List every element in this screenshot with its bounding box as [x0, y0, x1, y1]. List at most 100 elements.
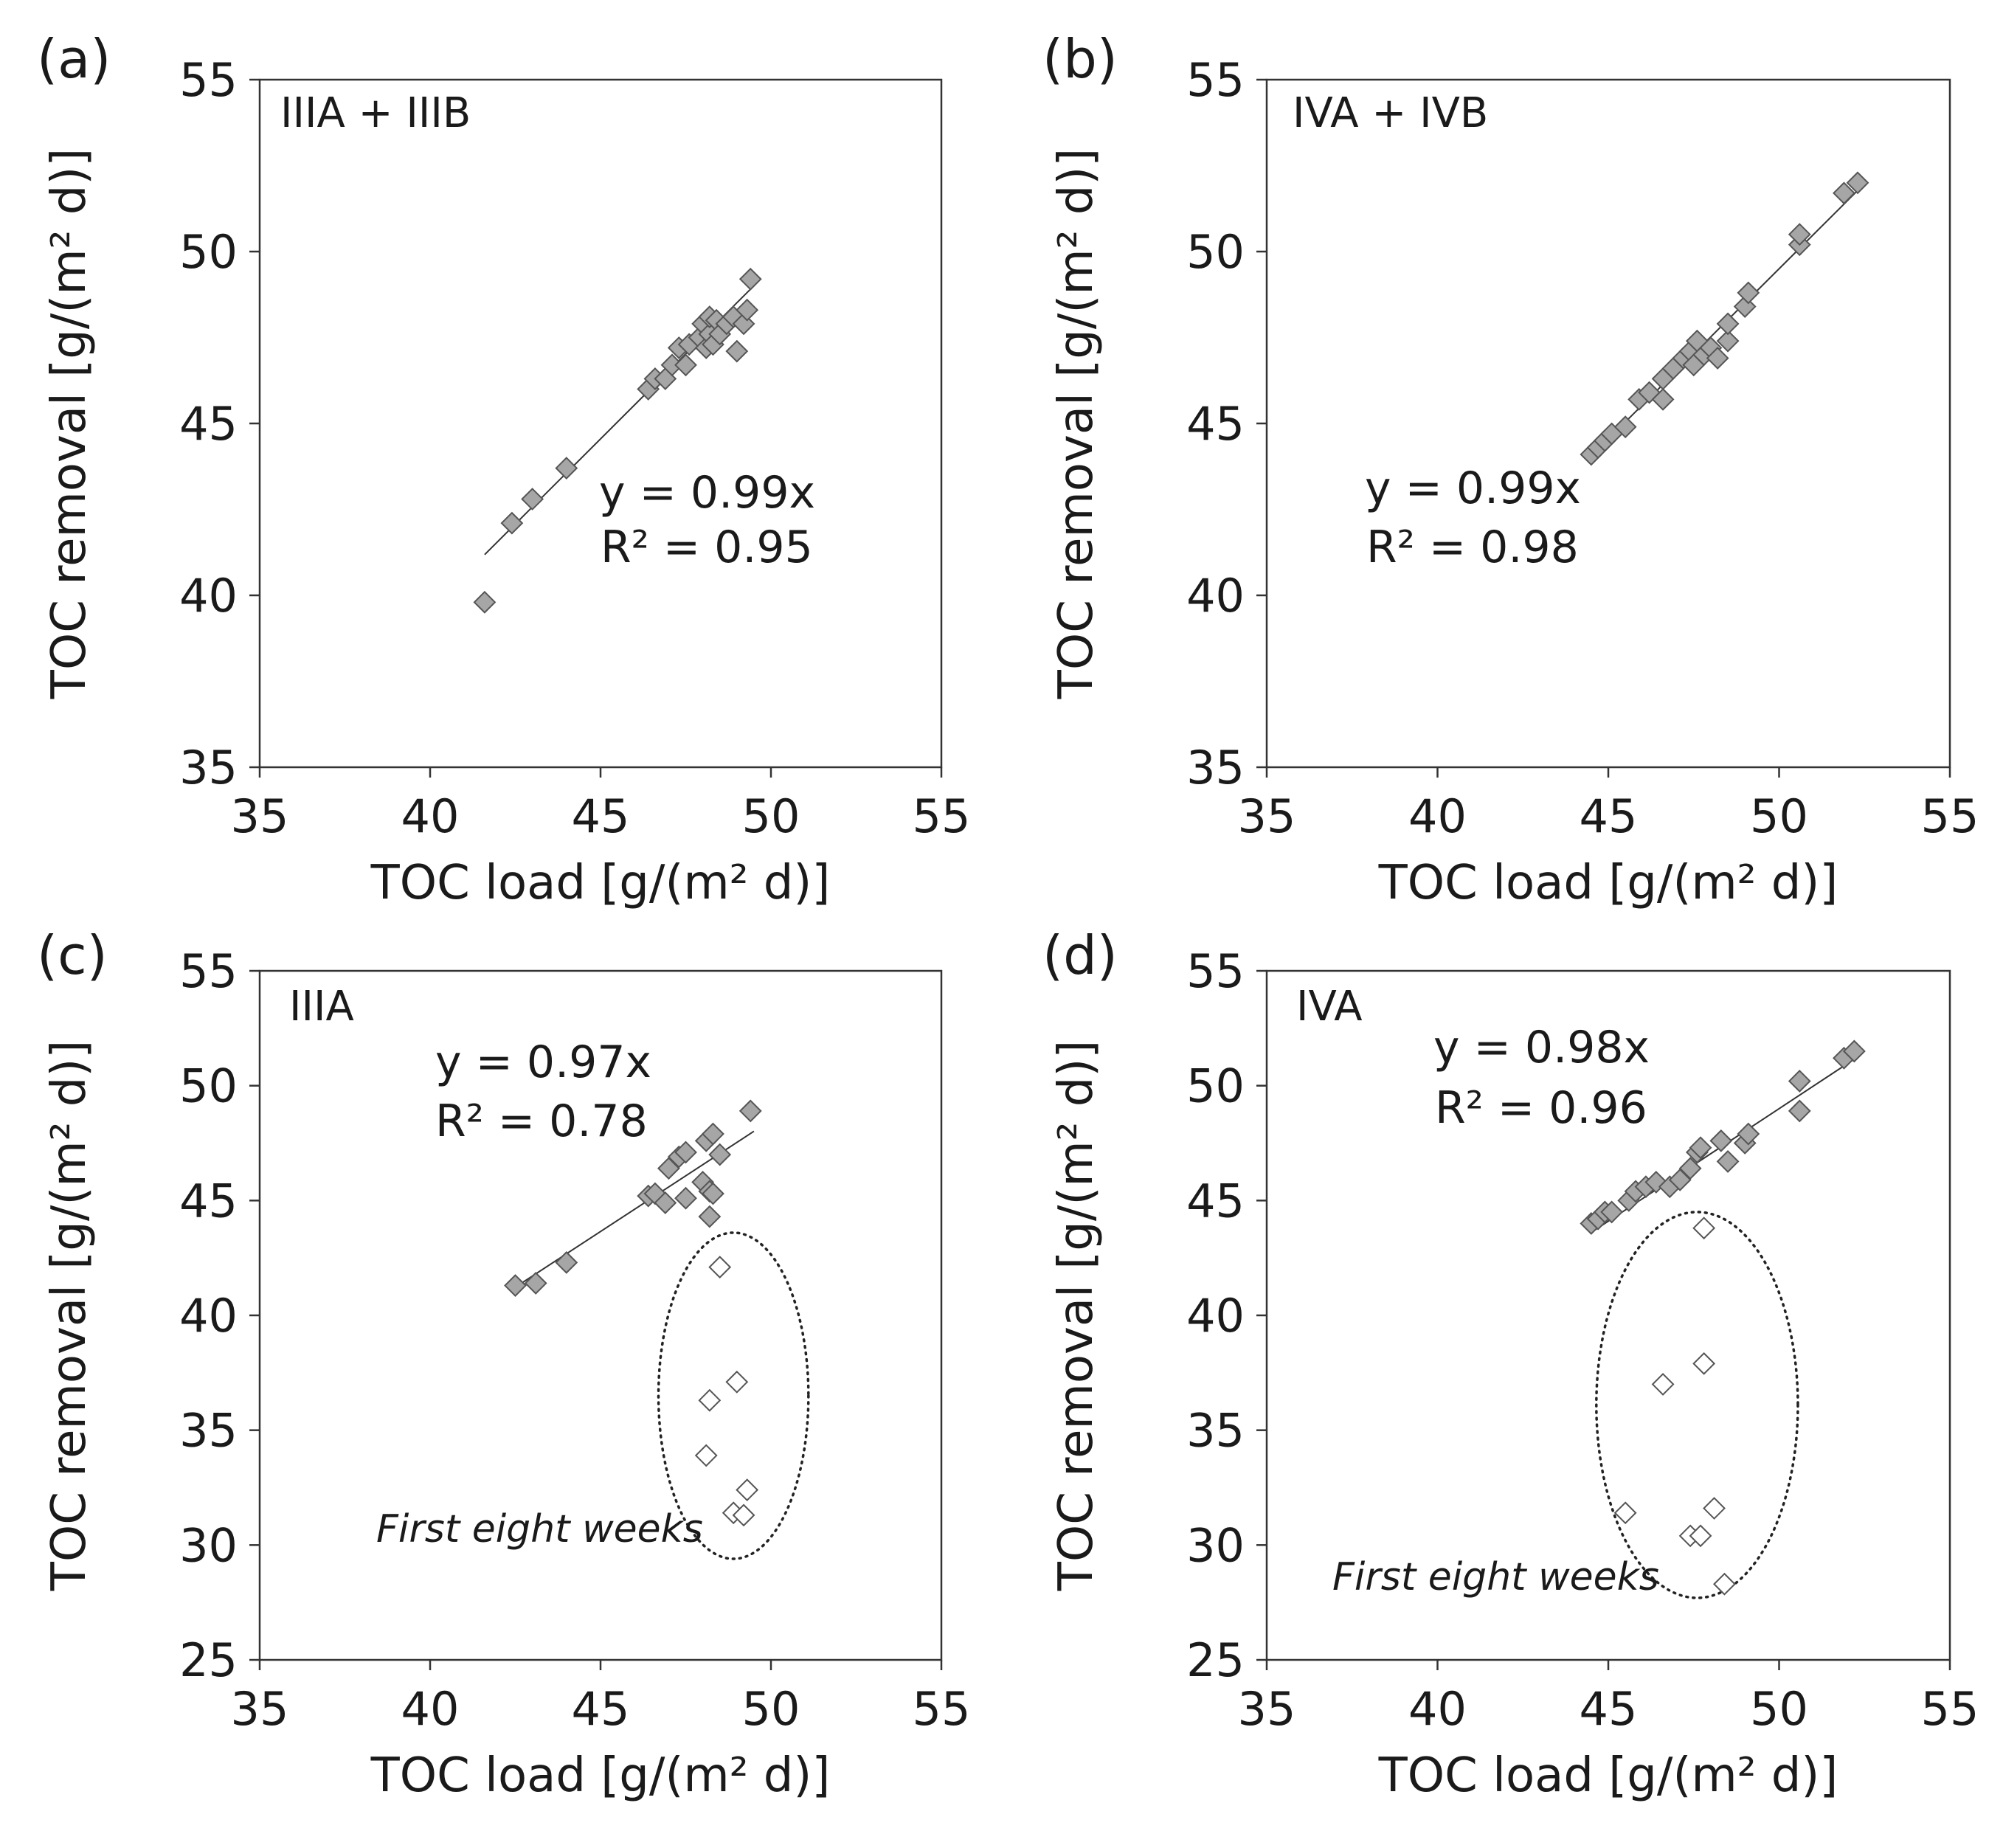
first-eight-weeks-point: [1692, 1217, 1716, 1240]
group-label: IIIA + IIIB: [280, 89, 471, 137]
first-eight-weeks-point: [736, 1478, 759, 1502]
panel-b: 35 40 45 50 55 35 40 45 50 55 TOC load [g/(m² d)] T…: [1042, 28, 1979, 910]
first-eight-weeks-point: [1703, 1497, 1726, 1520]
y-tick-label: 55: [179, 53, 238, 107]
data-point: [1716, 1149, 1740, 1173]
data-point: [500, 511, 524, 535]
data-point: [702, 1182, 724, 1205]
data-point: [657, 1157, 680, 1180]
data-point: [1678, 1157, 1702, 1180]
data-point: [1689, 1136, 1712, 1160]
data-point: [738, 267, 762, 291]
panel-a: 35 40 45 50 55 35 40 45 50 55 TOC load [g/(m² d)] T…: [37, 28, 970, 910]
data-point: [1706, 347, 1729, 370]
x-axis-label: TOC load [g/(m² d)]: [1378, 856, 1838, 910]
panel-letter: (c): [37, 924, 108, 986]
data-point: [473, 590, 497, 614]
y-tick-label: 45: [179, 397, 238, 451]
x-axis-label: TOC load [g/(m² d)]: [370, 856, 831, 910]
data-point: [555, 457, 578, 480]
x-tick-label: 50: [742, 1682, 800, 1736]
regression-equation: y = 0.97x: [435, 1037, 651, 1088]
panel-letter: (a): [37, 28, 111, 90]
first-eight-weeks-point: [1692, 1352, 1716, 1375]
annotation-label: First eight weeks: [376, 1507, 703, 1551]
data-point: [555, 1250, 578, 1274]
x-tick-label: 50: [1750, 1682, 1808, 1736]
y-tick-label: 50: [179, 225, 238, 279]
y-tick-label: 45: [179, 1174, 238, 1228]
regression-equation: y = 0.98x: [1433, 1022, 1650, 1073]
data-point: [1716, 312, 1740, 336]
y-axis-label: TOC removal [g/(m² d)]: [42, 148, 97, 700]
data-point: [674, 1141, 697, 1164]
x-tick-label: 45: [1580, 789, 1638, 843]
annotation-label: First eight weeks: [1332, 1555, 1659, 1599]
data-point: [1737, 281, 1760, 305]
data-point: [674, 1186, 697, 1210]
y-tick-label: 50: [179, 1059, 238, 1113]
data-point: [1716, 329, 1740, 353]
y-tick-label: 50: [1186, 1059, 1245, 1113]
x-axis-label: TOC load [g/(m² d)]: [1378, 1748, 1838, 1803]
y-tick-label: 50: [1186, 225, 1245, 279]
y-tick-label: 45: [1186, 397, 1245, 451]
y-tick-label: 45: [1186, 1174, 1245, 1228]
data-point: [1788, 1070, 1811, 1093]
panel-letter: (b): [1042, 28, 1118, 90]
data-point: [708, 1143, 732, 1166]
x-tick-label: 45: [572, 789, 630, 843]
data-point: [1651, 387, 1675, 411]
r-squared: R² = 0.95: [601, 522, 813, 573]
first-eight-weeks-point: [1689, 1524, 1712, 1548]
y-tick-label: 55: [1186, 53, 1245, 107]
data-point: [725, 339, 749, 363]
y-tick-label: 30: [1186, 1518, 1245, 1572]
r-squared: R² = 0.78: [435, 1096, 648, 1147]
data-point: [1842, 1039, 1866, 1063]
x-tick-label: 55: [913, 789, 971, 843]
y-tick-label: 35: [179, 1404, 238, 1458]
data-point: [1833, 181, 1855, 205]
first-eight-weeks-point: [732, 1503, 755, 1527]
plot-frame: [258, 78, 943, 769]
data-point: [1600, 1200, 1624, 1224]
x-tick-label: 40: [401, 789, 460, 843]
x-tick-label: 35: [1238, 789, 1296, 843]
x-tick-label: 35: [231, 789, 289, 843]
data-point: [1613, 415, 1637, 439]
data-point: [1737, 1122, 1760, 1146]
y-tick-label: 40: [179, 569, 238, 623]
x-tick-label: 55: [1921, 1682, 1979, 1736]
data-point: [654, 1191, 677, 1214]
x-tick-label: 35: [231, 1682, 289, 1736]
data-point: [674, 353, 697, 377]
y-tick-label: 40: [179, 1289, 238, 1343]
first-eight-weeks-point: [698, 1388, 722, 1412]
data-point: [1846, 171, 1869, 195]
first-eight-weeks-point: [1613, 1501, 1637, 1525]
y-tick-label: 25: [1186, 1633, 1245, 1687]
data-point: [1788, 1099, 1811, 1123]
r-squared: R² = 0.96: [1435, 1082, 1647, 1134]
y-tick-label: 40: [1186, 1289, 1245, 1343]
first-eight-weeks-ellipse: [1595, 1211, 1799, 1599]
group-label: IVA: [1296, 983, 1363, 1031]
y-tick-label: 35: [1186, 741, 1245, 795]
x-tick-label: 40: [1408, 1682, 1467, 1736]
data-point: [1668, 1168, 1692, 1191]
data-point: [1709, 1129, 1733, 1152]
data-point: [738, 1099, 762, 1123]
y-tick-label: 55: [179, 944, 238, 998]
x-tick-label: 45: [572, 1682, 630, 1736]
data-point: [698, 1205, 722, 1228]
y-tick-label: 25: [179, 1633, 238, 1687]
x-tick-label: 50: [742, 789, 800, 843]
x-tick-label: 35: [1238, 1682, 1296, 1736]
data-point: [736, 298, 759, 322]
regression-equation: y = 0.99x: [1365, 463, 1581, 514]
first-eight-weeks-point: [1713, 1572, 1736, 1596]
data-point: [702, 1122, 724, 1146]
panel-c: 25 30 35 40 45 50 55 35 40 45 50 55 TOC load [g/(m² …: [37, 924, 970, 1803]
y-tick-label: 35: [179, 741, 238, 795]
